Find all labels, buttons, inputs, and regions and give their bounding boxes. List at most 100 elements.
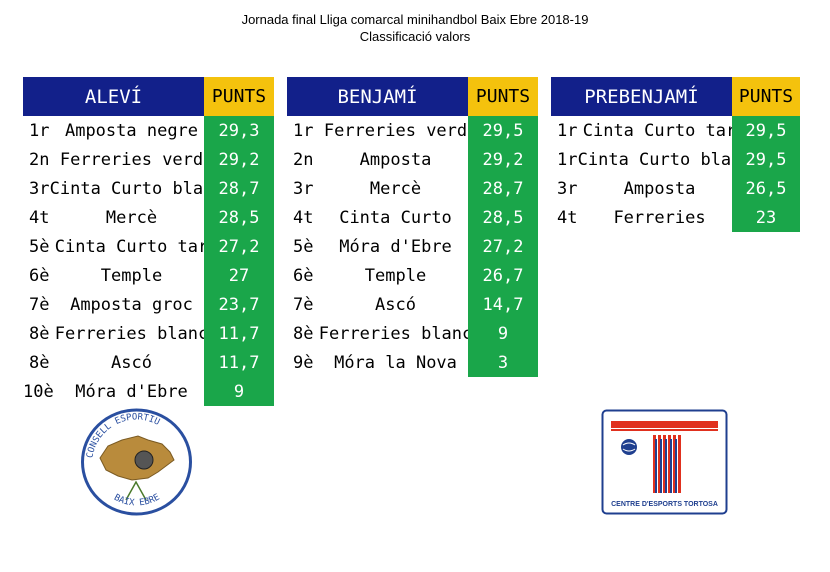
table-header: BENJAMÍ PUNTS xyxy=(287,77,538,116)
team-cell: Cinta Curto blau xyxy=(577,149,742,170)
table-row: 3r Amposta 26,5 xyxy=(551,174,800,203)
points-cell: 26,7 xyxy=(468,261,538,290)
points-cell: 29,3 xyxy=(204,116,274,145)
page-title: Jornada final Lliga comarcal minihandbol… xyxy=(241,12,589,27)
rank-cell: 5è xyxy=(29,236,50,257)
rank-cell: 7è xyxy=(293,294,314,315)
table-row: 1r Ferreries verd 29,5 xyxy=(287,116,538,145)
team-cell: Cinta Curto blau xyxy=(49,178,214,199)
points-cell: 28,7 xyxy=(468,174,538,203)
rank-cell: 7è xyxy=(29,294,50,315)
table-prebenjami: PREBENJAMÍ PUNTS 1r Cinta Curto tar 29,5 1r… xyxy=(551,77,800,232)
table-row: 1r Cinta Curto blau 29,5 xyxy=(551,145,800,174)
team-cell: Temple xyxy=(364,265,427,286)
team-cell: Cinta Curto tar xyxy=(582,120,737,141)
table-row: 2n Ferreries verd 29,2 xyxy=(23,145,274,174)
points-column-header: PUNTS xyxy=(468,77,538,116)
table-row: 3r Cinta Curto blau 28,7 xyxy=(23,174,274,203)
table-row: 2n Amposta 29,2 xyxy=(287,145,538,174)
team-cell: Amposta xyxy=(623,178,696,199)
team-cell: Ascó xyxy=(111,352,152,373)
points-cell: 29,2 xyxy=(468,145,538,174)
table-body: 1r Amposta negre 29,3 2n Ferreries verd 29,2 3… xyxy=(23,116,274,406)
table-row: 1r Cinta Curto tar 29,5 xyxy=(551,116,800,145)
table-row: 9è Móra la Nova 3 xyxy=(287,348,538,377)
table-row: 6è Temple 27 xyxy=(23,261,274,290)
logo-text-bottom: BAIX EBRE xyxy=(112,493,161,509)
points-cell: 28,5 xyxy=(204,203,274,232)
points-cell: 29,5 xyxy=(732,116,800,145)
rank-cell: 2n xyxy=(29,149,50,170)
points-cell: 9 xyxy=(204,377,274,406)
points-cell: 26,5 xyxy=(732,174,800,203)
team-cell: Cinta Curto xyxy=(339,207,452,228)
table-body: 1r Ferreries verd 29,5 2n Amposta 29,2 3r Mercè… xyxy=(287,116,538,377)
table-row: 10è Móra d'Ebre 9 xyxy=(23,377,274,406)
table-alevi: ALEVÍ PUNTS 1r Amposta negre 29,3 2n Ferreri… xyxy=(23,77,274,406)
table-row: 6è Temple 26,7 xyxy=(287,261,538,290)
table-row: 7è Ascó 14,7 xyxy=(287,290,538,319)
team-cell: Ascó xyxy=(375,294,416,315)
points-cell: 28,7 xyxy=(204,174,274,203)
team-cell: Móra d'Ebre xyxy=(75,381,188,402)
team-cell: Móra d'Ebre xyxy=(339,236,452,257)
table-body: 1r Cinta Curto tar 29,5 1r Cinta Curto blau 2… xyxy=(551,116,800,232)
rank-cell: 5è xyxy=(293,236,314,257)
team-cell: Amposta groc xyxy=(70,294,193,315)
rank-cell: 1r xyxy=(557,149,578,170)
points-cell: 23 xyxy=(732,203,800,232)
points-cell: 14,7 xyxy=(468,290,538,319)
table-row: 7è Amposta groc 23,7 xyxy=(23,290,274,319)
table-row: 5è Móra d'Ebre 27,2 xyxy=(287,232,538,261)
points-column-header: PUNTS xyxy=(204,77,274,116)
team-cell: Amposta xyxy=(359,149,432,170)
rank-cell: 9è xyxy=(293,352,314,373)
team-cell: Ferreries blanc xyxy=(318,323,473,344)
rank-cell: 4t xyxy=(557,207,578,228)
points-cell: 9 xyxy=(468,319,538,348)
table-header: PREBENJAMÍ PUNTS xyxy=(551,77,800,116)
rank-cell: 8è xyxy=(29,352,50,373)
consell-esportiu-logo: CONSELL ESPORTIU BAIX EBRE xyxy=(78,406,195,518)
logo-text: CENTRE D'ESPORTS TORTOSA xyxy=(611,501,718,508)
table-row: 4t Cinta Curto 28,5 xyxy=(287,203,538,232)
category-title: ALEVÍ xyxy=(23,77,204,116)
rank-cell: 3r xyxy=(293,178,314,199)
points-cell: 23,7 xyxy=(204,290,274,319)
page-header: Jornada final Lliga comarcal minihandbol… xyxy=(0,11,830,45)
points-cell: 27 xyxy=(204,261,274,290)
table-row: 5è Cinta Curto tar 27,2 xyxy=(23,232,274,261)
category-title: BENJAMÍ xyxy=(287,77,468,116)
team-cell: Amposta negre xyxy=(64,120,199,141)
team-cell: Móra la Nova xyxy=(334,352,457,373)
points-cell: 29,2 xyxy=(204,145,274,174)
rank-cell: 8è xyxy=(293,323,314,344)
rank-cell: 3r xyxy=(557,178,578,199)
points-cell: 27,2 xyxy=(204,232,274,261)
team-cell: Cinta Curto tar xyxy=(54,236,209,257)
points-cell: 11,7 xyxy=(204,319,274,348)
team-cell: Mercè xyxy=(105,207,158,228)
rank-cell: 4t xyxy=(29,207,50,228)
table-row: 8è Ferreries blanc 11,7 xyxy=(23,319,274,348)
team-cell: Ferreries blanc xyxy=(54,323,209,344)
rank-cell: 8è xyxy=(29,323,50,344)
points-cell: 29,5 xyxy=(468,116,538,145)
rank-cell: 6è xyxy=(293,265,314,286)
rank-cell: 3r xyxy=(29,178,50,199)
table-row: 3r Mercè 28,7 xyxy=(287,174,538,203)
team-cell: Temple xyxy=(100,265,163,286)
team-cell: Ferreries verd xyxy=(59,149,204,170)
rank-cell: 10è xyxy=(23,381,54,402)
rank-cell: 2n xyxy=(293,149,314,170)
points-cell: 11,7 xyxy=(204,348,274,377)
points-cell: 27,2 xyxy=(468,232,538,261)
centre-esports-tortosa-logo: CENTRE D'ESPORTS TORTOSA xyxy=(601,409,728,515)
points-cell: 3 xyxy=(468,348,538,377)
points-cell: 28,5 xyxy=(468,203,538,232)
table-row: 4t Ferreries 23 xyxy=(551,203,800,232)
table-row: 4t Mercè 28,5 xyxy=(23,203,274,232)
team-cell: Mercè xyxy=(369,178,422,199)
rank-cell: 1r xyxy=(293,120,314,141)
table-row: 8è Ascó 11,7 xyxy=(23,348,274,377)
